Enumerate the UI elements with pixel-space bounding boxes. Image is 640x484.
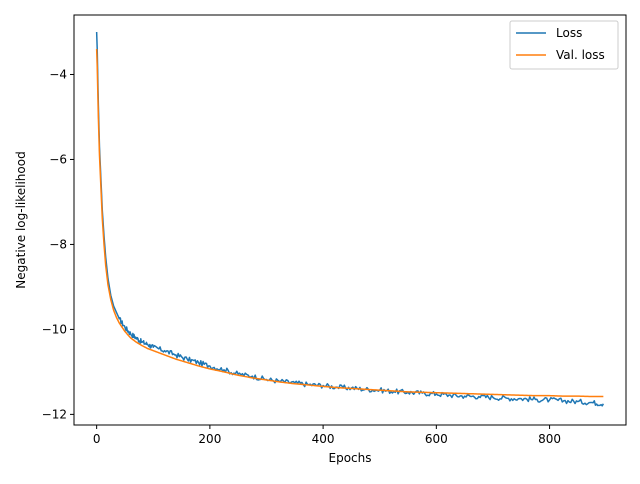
y-axis-ticks: −12 −10 −8 −6 −4	[42, 67, 74, 421]
plot-frame	[73, 14, 627, 426]
x-axis-ticks: 0 200 400 600 800	[93, 425, 561, 446]
legend: Loss Val. loss	[509, 20, 619, 70]
x-tick-label: 400	[312, 432, 335, 446]
y-tick-label: −6	[49, 152, 67, 166]
series-layer	[95, 31, 605, 407]
series-line-val-loss	[95, 48, 604, 398]
x-axis-label: Epochs	[329, 451, 372, 465]
series-line-loss	[95, 31, 605, 407]
y-tick-label: −12	[42, 407, 67, 421]
y-axis-label: Negative log-likelihood	[14, 151, 28, 288]
x-tick-label: 0	[93, 432, 101, 446]
y-tick-label: −4	[49, 67, 67, 81]
y-tick-label: −10	[42, 322, 67, 336]
x-tick-label: 600	[425, 432, 448, 446]
legend-label-loss: Loss	[556, 26, 582, 40]
y-tick-label: −8	[49, 237, 67, 251]
legend-label-val-loss: Val. loss	[556, 48, 605, 62]
x-tick-label: 800	[538, 432, 561, 446]
x-tick-label: 200	[198, 432, 221, 446]
